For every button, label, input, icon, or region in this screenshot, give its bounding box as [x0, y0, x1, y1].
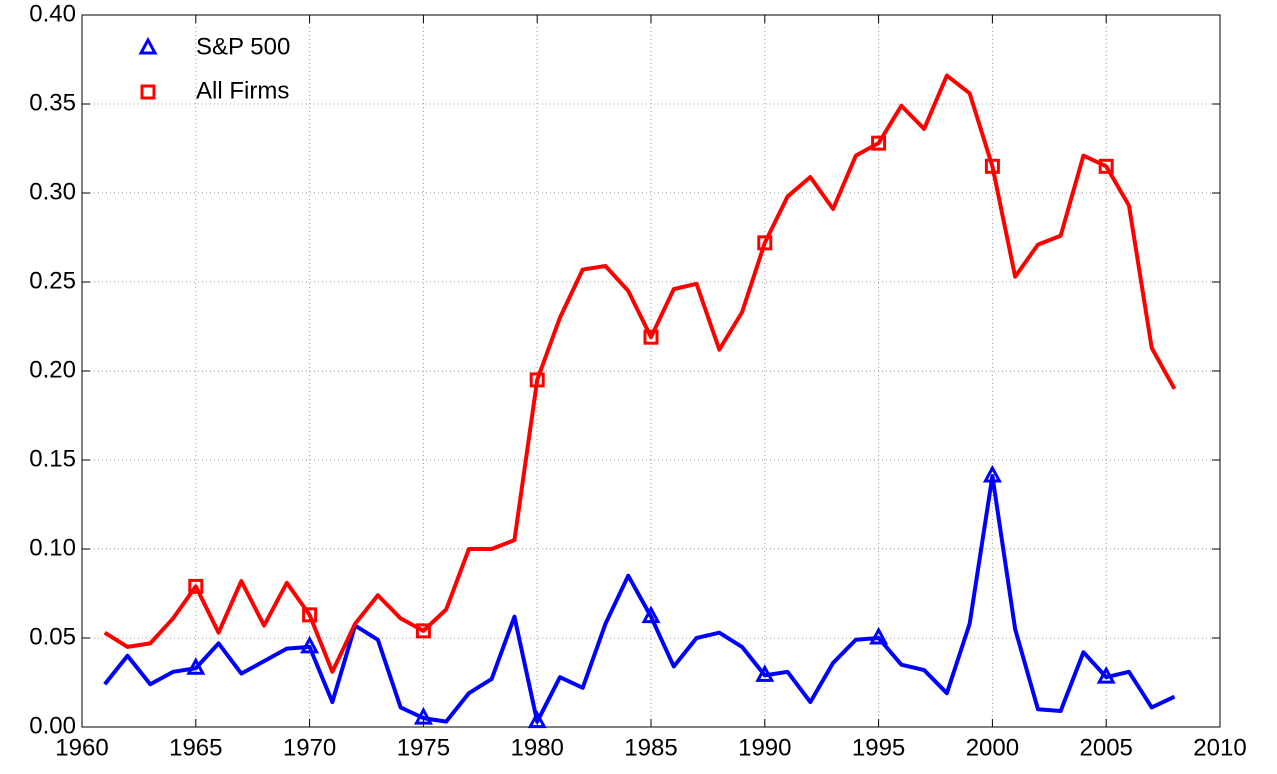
legend-marker [138, 36, 158, 55]
y-tick-label: 0.35 [29, 89, 76, 116]
x-tick-label: 1960 [55, 734, 108, 761]
data-marker [188, 578, 204, 594]
y-tick-label: 0.40 [29, 0, 76, 27]
data-marker [300, 635, 320, 654]
data-marker [415, 623, 431, 639]
data-marker [869, 626, 889, 645]
x-tick-label: 1975 [397, 734, 450, 761]
x-tick-label: 1990 [738, 734, 791, 761]
data-marker [982, 464, 1002, 483]
x-tick-label: 1995 [852, 734, 905, 761]
data-marker [527, 710, 547, 729]
y-tick-label: 0.15 [29, 445, 76, 472]
data-marker [984, 158, 1000, 174]
y-tick-label: 0.00 [29, 712, 76, 739]
legend-label: S&P 500 [196, 33, 290, 60]
x-tick-label: 1985 [624, 734, 677, 761]
data-marker [755, 664, 775, 682]
x-tick-label: 1965 [169, 734, 222, 761]
data-marker [302, 607, 318, 623]
y-tick-label: 0.10 [29, 534, 76, 561]
data-marker [643, 329, 659, 345]
y-tick-label: 0.05 [29, 623, 76, 650]
series-line [103, 474, 1176, 724]
x-tick-label: 1980 [511, 734, 564, 761]
data-marker [757, 235, 773, 251]
y-tick-label: 0.25 [29, 267, 76, 294]
x-tick-label: 2000 [966, 734, 1019, 761]
y-tick-label: 0.30 [29, 178, 76, 205]
data-marker [1098, 158, 1114, 174]
x-tick-label: 1970 [283, 734, 336, 761]
x-tick-label: 2010 [1193, 734, 1246, 761]
data-marker [641, 605, 661, 624]
data-marker [186, 657, 206, 675]
data-marker [529, 372, 545, 388]
legend-marker [140, 84, 156, 100]
series-line [103, 73, 1177, 674]
legend-label: All Firms [196, 77, 289, 104]
data-marker [413, 706, 433, 725]
x-tick-label: 2005 [1080, 734, 1133, 761]
data-marker [1096, 665, 1116, 684]
plot-frame [81, 14, 1221, 728]
y-tick-label: 0.20 [29, 356, 76, 383]
data-marker [871, 135, 887, 151]
